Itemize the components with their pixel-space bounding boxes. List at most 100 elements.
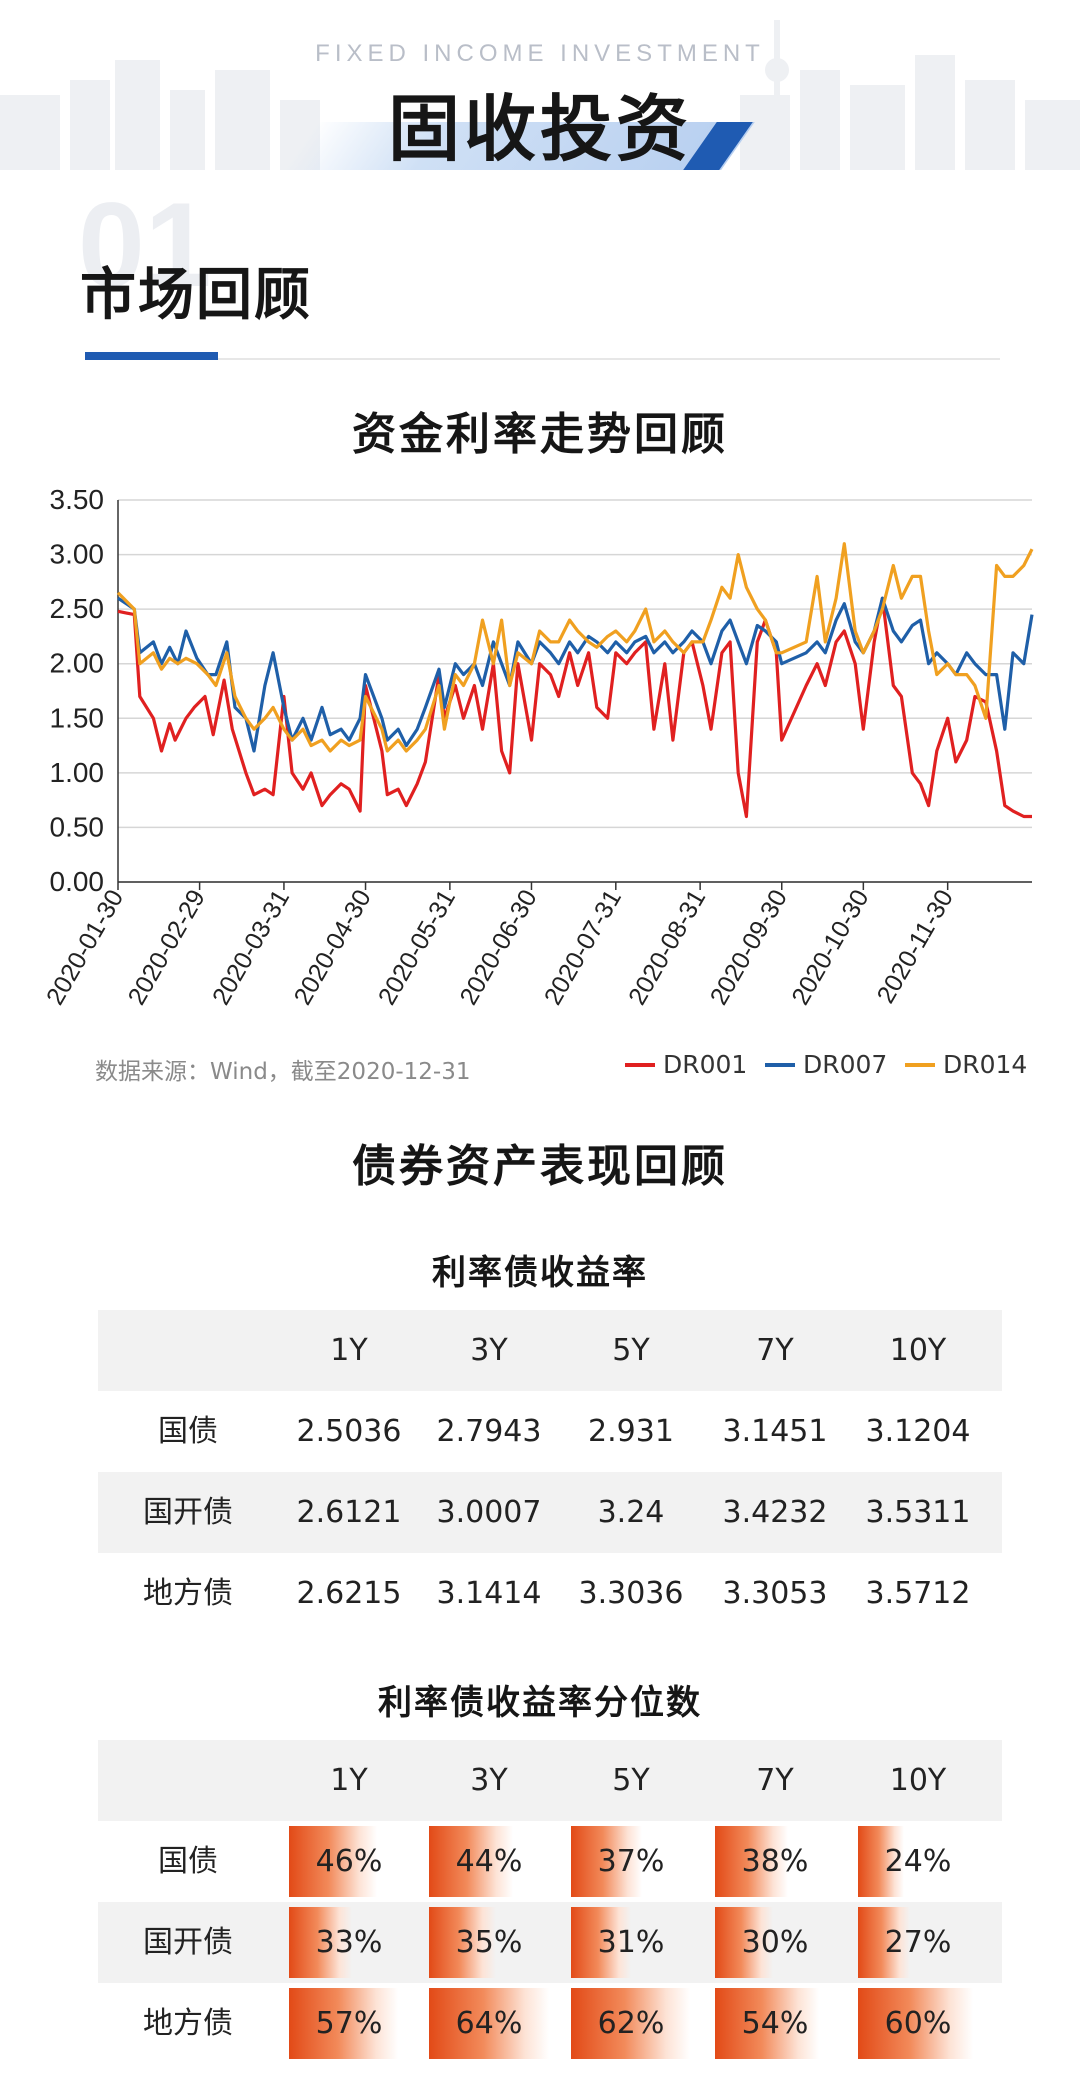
row-label: 地方债 <box>143 1576 233 1611</box>
header-spacer <box>98 1740 278 1821</box>
percentile-value: 60% <box>884 2006 952 2041</box>
table-cell: 2.5036 <box>296 1414 402 1449</box>
header-eyebrow: FIXED INCOME INVESTMENT <box>315 40 765 67</box>
series-line-dr014 <box>116 542 1034 753</box>
table-row: 国开债 2.6121 3.0007 3.24 3.4232 3.5311 <box>98 1472 1002 1553</box>
percentile-bar <box>715 1988 819 2059</box>
row-label: 国债 <box>158 1414 218 1449</box>
percentile-cell: 62% <box>571 1983 691 2064</box>
table-row: 地方债 57% 64% 62% 54% 60% <box>98 1983 1002 2064</box>
column-header: 3Y <box>470 1333 508 1368</box>
column-header: 7Y <box>756 1333 794 1368</box>
source-note: 数据来源：Wind，截至2020-12-31 <box>95 1059 471 1085</box>
column-header: 7Y <box>756 1763 794 1798</box>
rate-line-chart: 0.00 0.50 1.00 1.50 2.00 2.50 3.00 3.50 2020-01-… <box>41 484 1034 1010</box>
column-header: 5Y <box>612 1763 650 1798</box>
y-tick-label: 3.00 <box>50 539 105 570</box>
percentile-cell: 54% <box>715 1983 835 2064</box>
percentile-value: 27% <box>884 1925 952 1960</box>
table-row: 国债 2.5036 2.7943 2.931 3.1451 3.1204 <box>98 1391 1002 1472</box>
percentile-bar <box>858 1988 973 2059</box>
row-label: 国开债 <box>143 1925 233 1960</box>
yield-table: 1Y 3Y 5Y 7Y 10Y 国债 2.5036 2.7943 2.931 3.1451 3.12… <box>98 1310 1002 1634</box>
legend-swatch <box>765 1062 795 1067</box>
table-cell: 2.6121 <box>296 1495 402 1530</box>
table-cell: 3.3036 <box>578 1576 684 1611</box>
table-cell: 3.0007 <box>436 1495 542 1530</box>
percentile-bar <box>571 1826 642 1897</box>
x-tick-label: 2020-05-31 <box>373 885 461 1010</box>
series-line-dr001 <box>117 596 1032 819</box>
legend-item-dr007: DR007 <box>765 1050 887 1079</box>
percentile-bar <box>289 1826 377 1897</box>
x-tick-label: 2020-10-30 <box>786 885 874 1010</box>
row-label: 国开债 <box>143 1495 233 1530</box>
percentile-table: 1Y 3Y 5Y 7Y 10Y 国债 46% 44% 37% 38% 24% 国开债 33% 35% 31%… <box>98 1740 1002 2064</box>
column-header: 10Y <box>889 1763 947 1798</box>
percentile-bar <box>858 1907 910 1978</box>
percentile-cell: 30% <box>715 1902 835 1983</box>
percentile-bar <box>429 1826 513 1897</box>
x-tick-label: 2020-01-30 <box>41 885 129 1010</box>
percentile-bar <box>715 1907 773 1978</box>
percentile-cell: 31% <box>571 1902 691 1983</box>
table-row: 地方债 2.6215 3.1414 3.3036 3.3053 3.5712 <box>98 1553 1002 1634</box>
percentile-bar <box>858 1826 904 1897</box>
y-tick-label: 2.00 <box>50 648 105 679</box>
y-tick-label: 0.00 <box>50 866 105 897</box>
percentile-bar <box>715 1826 788 1897</box>
percentile-value: 64% <box>455 2006 523 2041</box>
table-cell: 2.7943 <box>436 1414 542 1449</box>
column-header: 1Y <box>330 1333 368 1368</box>
percentile-value: 54% <box>741 2006 809 2041</box>
legend-item-dr001: DR001 <box>625 1050 747 1079</box>
table-row: 国债 46% 44% 37% 38% 24% <box>98 1821 1002 1902</box>
percentile-value: 35% <box>455 1925 523 1960</box>
table-cell: 3.1204 <box>865 1414 971 1449</box>
x-tick-label: 2020-07-31 <box>539 885 627 1010</box>
table-cell: 3.5311 <box>865 1495 971 1530</box>
x-tick-label: 2020-04-30 <box>289 885 377 1010</box>
y-tick-label: 0.50 <box>50 811 105 842</box>
x-tick-label: 2020-03-31 <box>207 885 295 1010</box>
yield-table-title: 利率债收益率 <box>432 1253 648 1293</box>
table-cell: 3.24 <box>597 1495 665 1530</box>
skyline-decoration <box>0 20 1080 170</box>
row-label: 地方债 <box>143 2006 233 2041</box>
percentile-table-title: 利率债收益率分位数 <box>378 1683 702 1723</box>
percentile-bar <box>289 1907 352 1978</box>
y-tick-label: 2.50 <box>50 593 105 624</box>
percentile-cell: 57% <box>289 1983 409 2064</box>
section-title: 市场回顾 <box>80 263 312 328</box>
column-header: 3Y <box>470 1763 508 1798</box>
legend-label: DR014 <box>943 1050 1028 1079</box>
row-label: 国债 <box>158 1844 218 1879</box>
table-row: 1Y 3Y 5Y 7Y 10Y <box>98 1310 1002 1391</box>
table-cell: 3.5712 <box>865 1576 971 1611</box>
table-row: 国开债 33% 35% 31% 30% 27% <box>98 1902 1002 1983</box>
x-tick-label: 2020-02-29 <box>123 885 211 1010</box>
section-number: 01 <box>78 178 212 312</box>
table-cell: 3.1451 <box>722 1414 828 1449</box>
section-accent-bar <box>85 352 218 360</box>
percentile-cell: 44% <box>429 1821 549 1902</box>
legend-swatch <box>625 1062 655 1067</box>
table-cell: 3.3053 <box>722 1576 828 1611</box>
percentile-value: 37% <box>597 1844 665 1879</box>
header-spacer <box>98 1310 278 1391</box>
percentile-cell: 24% <box>858 1821 978 1902</box>
section2-title: 债券资产表现回顾 <box>352 1141 728 1192</box>
x-tick-label: 2020-11-30 <box>872 885 959 1008</box>
percentile-bar <box>289 1988 398 2059</box>
section-divider <box>85 358 1000 360</box>
percentile-cell: 37% <box>571 1821 691 1902</box>
column-header: 10Y <box>889 1333 947 1368</box>
percentile-bar <box>571 1988 690 2059</box>
legend-item-dr014: DR014 <box>905 1050 1027 1079</box>
x-tick-label: 2020-09-30 <box>705 885 793 1010</box>
legend-swatch <box>905 1062 935 1067</box>
percentile-cell: 27% <box>858 1902 978 1983</box>
table-cell: 2.6215 <box>296 1576 402 1611</box>
y-tick-label: 3.50 <box>50 484 105 515</box>
table-cell: 3.1414 <box>436 1576 542 1611</box>
